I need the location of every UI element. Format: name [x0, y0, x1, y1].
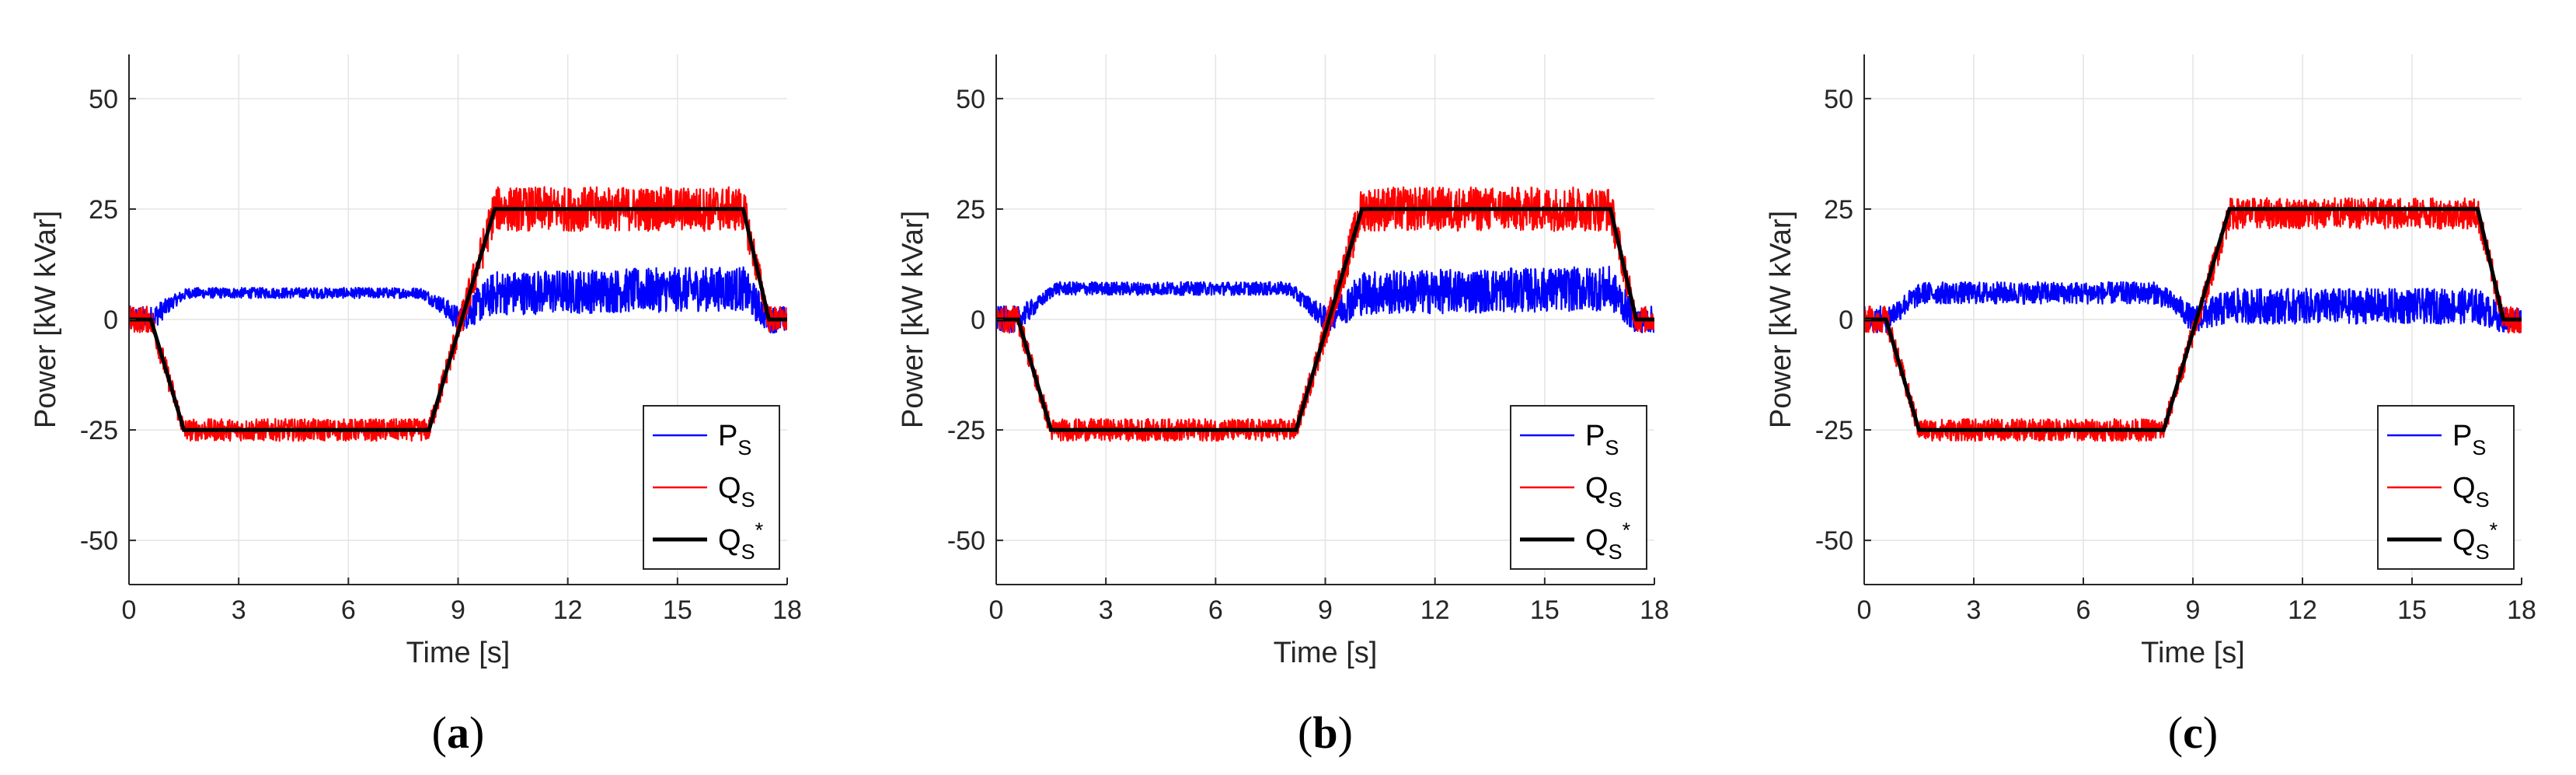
x-tick-label: 9: [1318, 595, 1333, 625]
series-line-q_s-ref: [1864, 207, 2522, 432]
legend-subscript: S: [2476, 488, 2490, 511]
legend-superscript: *: [1623, 518, 1631, 542]
y-tick-label: 50: [956, 85, 985, 114]
series-group: [996, 186, 1654, 442]
y-tick-label: 25: [89, 195, 118, 225]
legend-entry: QS: [2452, 472, 2490, 511]
y-tick-label: -50: [947, 526, 985, 556]
panel-label-open: (: [432, 707, 447, 758]
y-tick-label: -25: [80, 416, 118, 445]
panel-label-open: (: [2168, 707, 2183, 758]
legend-entry: PS: [1585, 420, 1619, 459]
series-line-p_s: [1864, 281, 2522, 333]
panel-label: (b): [1298, 707, 1353, 758]
x-tick-label: 3: [1099, 595, 1114, 625]
panel-label-close: ): [469, 707, 484, 758]
x-tick-label: 15: [663, 595, 692, 625]
legend-subscript: S: [737, 436, 751, 459]
x-tick-label: 0: [1857, 595, 1872, 625]
legend-subscript: S: [741, 488, 755, 511]
x-tick-label: 12: [1420, 595, 1450, 625]
legend-base: P: [1585, 420, 1605, 452]
legend-base: P: [2452, 420, 2472, 452]
legend-entry: QS*: [2452, 518, 2498, 564]
series-line-p_s: [996, 265, 1654, 334]
x-tick-label: 12: [553, 595, 583, 625]
legend-subscript: S: [741, 540, 755, 564]
y-tick-label: -25: [947, 416, 985, 445]
x-tick-label: 6: [1208, 595, 1223, 625]
y-axis-label: Power [kW kVar]: [897, 211, 929, 428]
panel-label-letter: c: [2183, 707, 2203, 758]
series-line-q_s: [996, 186, 1654, 442]
x-tick-label: 12: [2288, 595, 2317, 625]
y-tick-label: 25: [956, 195, 985, 225]
panel-label-open: (: [1298, 707, 1312, 758]
legend-base: Q: [718, 472, 741, 504]
series-line-q_s-ref: [129, 207, 787, 432]
y-tick-label: 50: [89, 85, 118, 114]
x-axis-label: Time [s]: [406, 637, 511, 669]
x-tick-label: 0: [989, 595, 1004, 625]
legend-entry: QS: [718, 472, 755, 511]
legend-superscript: *: [755, 518, 764, 542]
x-tick-label: 6: [2076, 595, 2091, 625]
panel-label: (a): [432, 707, 485, 758]
y-tick-label: -25: [1815, 416, 1853, 445]
legend-subscript: S: [1609, 540, 1623, 564]
y-tick-label: 0: [1839, 305, 1853, 335]
x-tick-label: 18: [1640, 595, 1669, 625]
x-tick-label: 9: [451, 595, 465, 625]
chart-panel-c: 0 3 6 9 12 15 18 -50 -25 0 25 50 Time [s] Power [kW k…: [1765, 54, 2536, 758]
legend-entry: QS*: [1585, 518, 1631, 564]
x-axis-label: Time [s]: [1274, 637, 1378, 669]
x-axis-label: Time [s]: [2141, 637, 2245, 669]
x-tick-label: 15: [1530, 595, 1560, 625]
y-tick-label: 25: [1824, 195, 1853, 225]
x-tick-label: 3: [232, 595, 246, 625]
panel-label: (c): [2168, 707, 2218, 758]
x-tick-label: 0: [122, 595, 137, 625]
legend-base: P: [718, 420, 737, 452]
series-group: [1864, 197, 2522, 442]
panel-label-close: ): [2203, 707, 2218, 758]
y-tick-label: -50: [1815, 526, 1853, 556]
legend-subscript: S: [2476, 540, 2490, 564]
x-tick-label: 6: [341, 595, 356, 625]
x-tick-label: 9: [2186, 595, 2201, 625]
legend-base: Q: [2452, 472, 2476, 504]
legend-subscript: S: [1609, 488, 1623, 511]
x-tick-label: 18: [772, 595, 802, 625]
panel-label-letter: a: [447, 707, 469, 758]
legend-entry: QS: [1585, 472, 1623, 511]
legend-entry: PS: [718, 420, 751, 459]
panel-label-close: ): [1338, 707, 1353, 758]
legend-entry: PS: [2452, 420, 2486, 459]
x-tick-label: 3: [1967, 595, 1982, 625]
legend-base: Q: [1585, 472, 1609, 504]
chart-panel-a: 0 3 6 9 12 15 18 -50 -25 0 25 50 Time [s] Power [kW k…: [30, 54, 802, 758]
x-tick-label: 18: [2507, 595, 2536, 625]
y-tick-label: 50: [1824, 85, 1853, 114]
legend-entry: QS*: [718, 518, 764, 564]
y-axis-label: Power [kW kVar]: [1765, 211, 1797, 428]
y-tick-label: 0: [971, 305, 985, 335]
legend-subscript: S: [1605, 436, 1619, 459]
legend-base: Q: [718, 524, 741, 557]
legend-subscript: S: [2472, 436, 2486, 459]
x-tick-label: 15: [2397, 595, 2427, 625]
legend-base: Q: [2452, 524, 2476, 557]
legend-superscript: *: [2490, 518, 2498, 542]
y-tick-label: -50: [80, 526, 118, 556]
y-axis-label: Power [kW kVar]: [30, 211, 62, 428]
panel-label-letter: b: [1312, 707, 1337, 758]
series-line-q_s-ref: [996, 207, 1654, 432]
y-tick-label: 0: [103, 305, 118, 335]
series-group: [129, 186, 787, 442]
chart-panel-b: 0 3 6 9 12 15 18 -50 -25 0 25 50 Time [s] Power [kW k…: [897, 54, 1669, 758]
legend-base: Q: [1585, 524, 1609, 557]
